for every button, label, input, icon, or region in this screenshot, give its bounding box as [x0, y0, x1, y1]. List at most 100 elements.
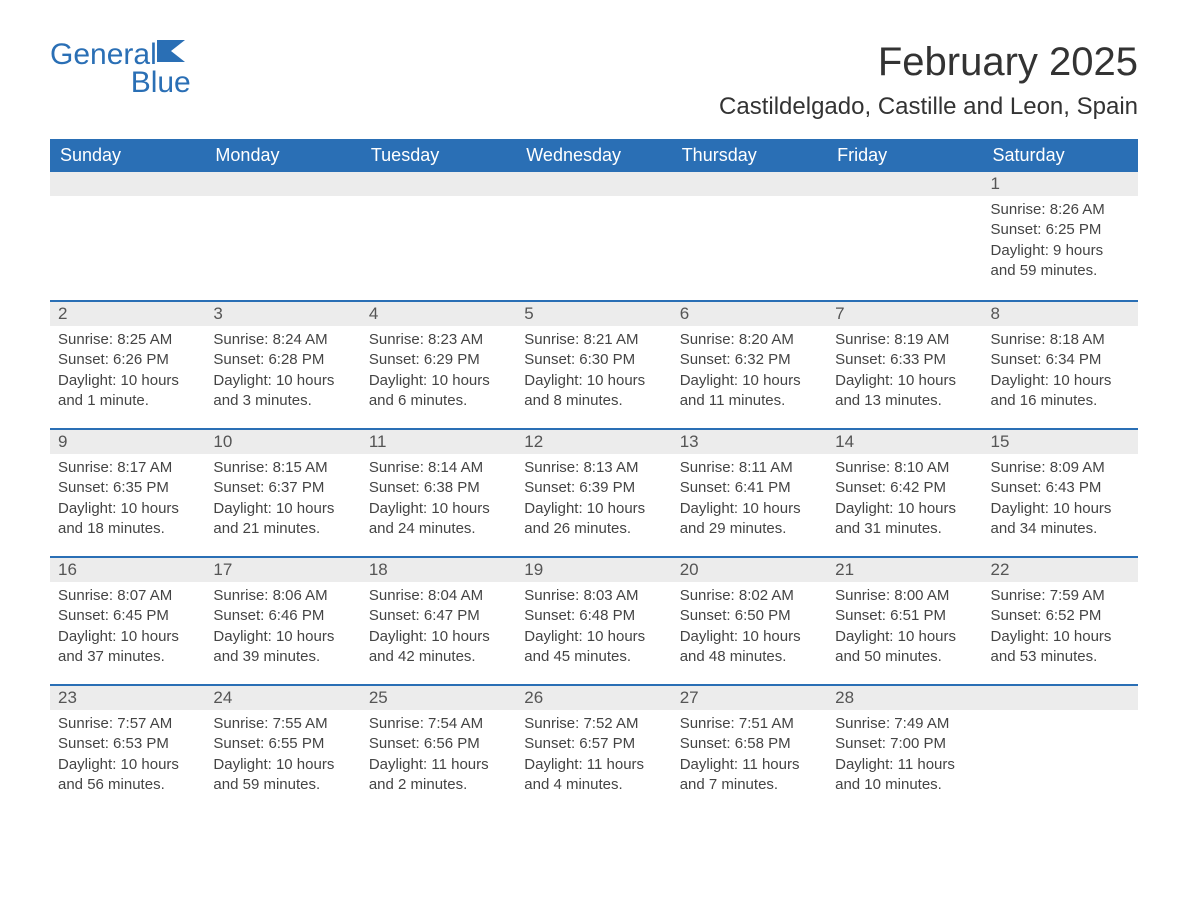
month-title: February 2025	[719, 40, 1138, 85]
day-header: Friday	[827, 139, 982, 172]
sunrise-text: Sunrise: 8:18 AM	[991, 330, 1130, 350]
day-cell: 15Sunrise: 8:09 AMSunset: 6:43 PMDayligh…	[983, 430, 1138, 556]
day-number: 25	[361, 686, 516, 710]
sunset-text: Sunset: 6:29 PM	[369, 350, 508, 370]
sunset-text: Sunset: 6:35 PM	[58, 478, 197, 498]
day-content	[672, 196, 827, 208]
day-cell: 7Sunrise: 8:19 AMSunset: 6:33 PMDaylight…	[827, 302, 982, 428]
header: General Blue February 2025 Castildelgado…	[50, 40, 1138, 121]
sunset-text: Sunset: 6:52 PM	[991, 606, 1130, 626]
day-content: Sunrise: 8:09 AMSunset: 6:43 PMDaylight:…	[983, 454, 1138, 547]
daylight-text: Daylight: 10 hours and 45 minutes.	[524, 627, 663, 668]
daylight-text: Daylight: 10 hours and 53 minutes.	[991, 627, 1130, 668]
daylight-text: Daylight: 11 hours and 2 minutes.	[369, 755, 508, 796]
daylight-text: Daylight: 10 hours and 1 minute.	[58, 371, 197, 412]
sunset-text: Sunset: 6:51 PM	[835, 606, 974, 626]
daylight-text: Daylight: 10 hours and 11 minutes.	[680, 371, 819, 412]
sunrise-text: Sunrise: 8:15 AM	[213, 458, 352, 478]
daylight-text: Daylight: 10 hours and 21 minutes.	[213, 499, 352, 540]
day-number	[361, 172, 516, 196]
day-content: Sunrise: 8:11 AMSunset: 6:41 PMDaylight:…	[672, 454, 827, 547]
sunset-text: Sunset: 6:30 PM	[524, 350, 663, 370]
day-content	[827, 196, 982, 208]
day-cell: 3Sunrise: 8:24 AMSunset: 6:28 PMDaylight…	[205, 302, 360, 428]
day-content: Sunrise: 8:17 AMSunset: 6:35 PMDaylight:…	[50, 454, 205, 547]
day-content: Sunrise: 7:54 AMSunset: 6:56 PMDaylight:…	[361, 710, 516, 803]
day-number: 13	[672, 430, 827, 454]
day-number: 9	[50, 430, 205, 454]
sunset-text: Sunset: 6:38 PM	[369, 478, 508, 498]
daylight-text: Daylight: 10 hours and 13 minutes.	[835, 371, 974, 412]
day-cell: 9Sunrise: 8:17 AMSunset: 6:35 PMDaylight…	[50, 430, 205, 556]
day-number	[50, 172, 205, 196]
sunrise-text: Sunrise: 8:24 AM	[213, 330, 352, 350]
sunrise-text: Sunrise: 8:02 AM	[680, 586, 819, 606]
day-content: Sunrise: 8:02 AMSunset: 6:50 PMDaylight:…	[672, 582, 827, 675]
day-number: 23	[50, 686, 205, 710]
day-content: Sunrise: 8:21 AMSunset: 6:30 PMDaylight:…	[516, 326, 671, 419]
day-content: Sunrise: 8:24 AMSunset: 6:28 PMDaylight:…	[205, 326, 360, 419]
day-cell: 21Sunrise: 8:00 AMSunset: 6:51 PMDayligh…	[827, 558, 982, 684]
day-content	[361, 196, 516, 208]
day-content: Sunrise: 7:57 AMSunset: 6:53 PMDaylight:…	[50, 710, 205, 803]
sunrise-text: Sunrise: 7:55 AM	[213, 714, 352, 734]
day-number: 18	[361, 558, 516, 582]
day-cell	[516, 172, 671, 300]
week-row: 23Sunrise: 7:57 AMSunset: 6:53 PMDayligh…	[50, 684, 1138, 812]
sunset-text: Sunset: 6:37 PM	[213, 478, 352, 498]
day-content: Sunrise: 8:19 AMSunset: 6:33 PMDaylight:…	[827, 326, 982, 419]
day-content: Sunrise: 8:25 AMSunset: 6:26 PMDaylight:…	[50, 326, 205, 419]
logo-text-block: General Blue	[50, 40, 191, 98]
day-number	[205, 172, 360, 196]
location: Castildelgado, Castille and Leon, Spain	[719, 93, 1138, 121]
day-cell: 18Sunrise: 8:04 AMSunset: 6:47 PMDayligh…	[361, 558, 516, 684]
day-content: Sunrise: 7:52 AMSunset: 6:57 PMDaylight:…	[516, 710, 671, 803]
day-number: 15	[983, 430, 1138, 454]
daylight-text: Daylight: 10 hours and 59 minutes.	[213, 755, 352, 796]
daylight-text: Daylight: 10 hours and 29 minutes.	[680, 499, 819, 540]
daylight-text: Daylight: 10 hours and 3 minutes.	[213, 371, 352, 412]
day-header: Tuesday	[361, 139, 516, 172]
day-cell: 19Sunrise: 8:03 AMSunset: 6:48 PMDayligh…	[516, 558, 671, 684]
day-header-row: SundayMondayTuesdayWednesdayThursdayFrid…	[50, 139, 1138, 172]
sunrise-text: Sunrise: 8:03 AM	[524, 586, 663, 606]
day-number: 26	[516, 686, 671, 710]
daylight-text: Daylight: 10 hours and 56 minutes.	[58, 755, 197, 796]
sunset-text: Sunset: 6:42 PM	[835, 478, 974, 498]
sunrise-text: Sunrise: 7:57 AM	[58, 714, 197, 734]
day-cell: 11Sunrise: 8:14 AMSunset: 6:38 PMDayligh…	[361, 430, 516, 556]
day-content: Sunrise: 7:51 AMSunset: 6:58 PMDaylight:…	[672, 710, 827, 803]
logo: General Blue	[50, 40, 191, 98]
day-cell: 5Sunrise: 8:21 AMSunset: 6:30 PMDaylight…	[516, 302, 671, 428]
daylight-text: Daylight: 11 hours and 10 minutes.	[835, 755, 974, 796]
day-cell: 6Sunrise: 8:20 AMSunset: 6:32 PMDaylight…	[672, 302, 827, 428]
sunrise-text: Sunrise: 8:23 AM	[369, 330, 508, 350]
title-block: February 2025 Castildelgado, Castille an…	[719, 40, 1138, 121]
daylight-text: Daylight: 10 hours and 18 minutes.	[58, 499, 197, 540]
day-number: 27	[672, 686, 827, 710]
day-content: Sunrise: 8:15 AMSunset: 6:37 PMDaylight:…	[205, 454, 360, 547]
sunrise-text: Sunrise: 8:26 AM	[991, 200, 1130, 220]
day-cell: 24Sunrise: 7:55 AMSunset: 6:55 PMDayligh…	[205, 686, 360, 812]
sunrise-text: Sunrise: 8:21 AM	[524, 330, 663, 350]
daylight-text: Daylight: 10 hours and 16 minutes.	[991, 371, 1130, 412]
sunset-text: Sunset: 6:46 PM	[213, 606, 352, 626]
day-number: 7	[827, 302, 982, 326]
sunset-text: Sunset: 6:50 PM	[680, 606, 819, 626]
logo-flag-icon	[157, 40, 191, 67]
sunset-text: Sunset: 6:33 PM	[835, 350, 974, 370]
day-number: 4	[361, 302, 516, 326]
day-number: 19	[516, 558, 671, 582]
daylight-text: Daylight: 10 hours and 42 minutes.	[369, 627, 508, 668]
sunset-text: Sunset: 6:55 PM	[213, 734, 352, 754]
daylight-text: Daylight: 10 hours and 31 minutes.	[835, 499, 974, 540]
day-number: 20	[672, 558, 827, 582]
day-content: Sunrise: 8:23 AMSunset: 6:29 PMDaylight:…	[361, 326, 516, 419]
day-number: 1	[983, 172, 1138, 196]
sunset-text: Sunset: 6:56 PM	[369, 734, 508, 754]
day-cell: 10Sunrise: 8:15 AMSunset: 6:37 PMDayligh…	[205, 430, 360, 556]
day-cell: 23Sunrise: 7:57 AMSunset: 6:53 PMDayligh…	[50, 686, 205, 812]
sunrise-text: Sunrise: 8:07 AM	[58, 586, 197, 606]
sunrise-text: Sunrise: 8:10 AM	[835, 458, 974, 478]
day-number: 8	[983, 302, 1138, 326]
